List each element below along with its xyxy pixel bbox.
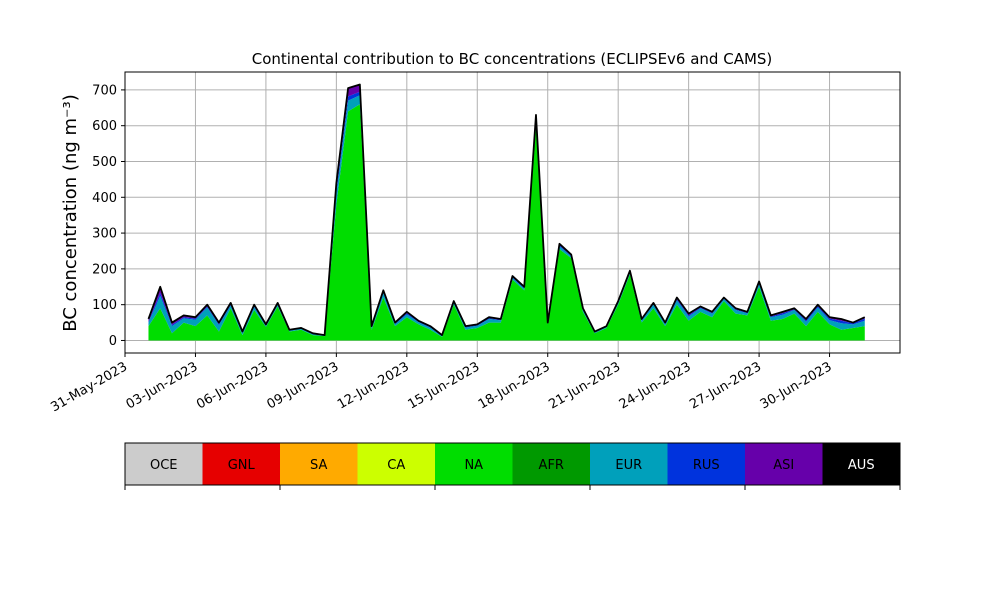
x-tick-label: 12-Jun-2023 — [335, 359, 412, 412]
y-tick-label: 0 — [109, 334, 117, 349]
colorbar-legend: OCE GNL SA CA NA AFR EUR RUS ASI AUS — [124, 442, 901, 490]
legend-swatch-na — [435, 443, 513, 485]
x-tick-label: 21-Jun-2023 — [546, 359, 623, 412]
stacked-areas — [148, 84, 865, 341]
area-na — [148, 104, 865, 341]
y-tick-label: 600 — [92, 119, 117, 134]
legend-swatch-rus — [667, 443, 745, 485]
area-eur — [148, 95, 865, 337]
legend-label-sa: SA — [310, 458, 327, 473]
legend-swatch-eur — [590, 443, 668, 485]
x-tick-label: 18-Jun-2023 — [476, 359, 553, 412]
y-tick-label: 100 — [92, 298, 117, 313]
legend-label-oce: OCE — [150, 458, 178, 473]
legend-swatch-asi — [745, 443, 823, 485]
y-tick-label: 700 — [92, 83, 117, 98]
y-tick-label: 200 — [92, 262, 117, 277]
legend-swatch-gnl — [202, 443, 280, 485]
legend-label-rus: RUS — [693, 458, 720, 473]
y-axis-label: BC concentration (ng m⁻³) — [60, 94, 81, 332]
legend-label-ca: CA — [387, 458, 405, 473]
x-axis: 31-May-202303-Jun-202306-Jun-202309-Jun-… — [48, 353, 835, 415]
y-axis: 0 100 200 300 400 500 600 700 — [92, 83, 125, 349]
legend-swatch-afr — [512, 443, 590, 485]
legend-label-afr: AFR — [539, 458, 564, 473]
total-line — [147, 83, 866, 336]
y-tick-label: 500 — [92, 155, 117, 170]
legend-label-aus: AUS — [848, 458, 875, 473]
y-tick-label: 300 — [92, 227, 117, 242]
legend-swatch-ca — [357, 443, 435, 485]
x-tick-label: 09-Jun-2023 — [265, 359, 342, 412]
legend-label-gnl: GNL — [228, 458, 256, 473]
x-tick-label: 03-Jun-2023 — [124, 359, 201, 412]
x-tick-label: 31-May-2023 — [48, 359, 130, 415]
x-tick-label: 15-Jun-2023 — [405, 359, 482, 412]
x-tick-label: 24-Jun-2023 — [617, 359, 694, 412]
x-tick-label: 06-Jun-2023 — [194, 359, 271, 412]
legend-swatch-aus — [822, 443, 900, 485]
plot-frame — [124, 71, 901, 354]
chart-title: Continental contribution to BC concentra… — [252, 50, 773, 68]
legend-label-eur: EUR — [615, 458, 642, 473]
legend-swatch-oce — [125, 443, 203, 485]
legend-label-na: NA — [464, 458, 483, 473]
x-tick-label: 30-Jun-2023 — [758, 359, 835, 412]
y-tick-label: 400 — [92, 191, 117, 206]
legend-frame — [124, 442, 901, 486]
total-concentration-line — [147, 83, 866, 336]
grid-lines — [124, 72, 900, 353]
legend-swatch-sa — [280, 443, 358, 485]
legend-label-asi: ASI — [773, 458, 794, 473]
x-tick-label: 27-Jun-2023 — [687, 359, 764, 412]
